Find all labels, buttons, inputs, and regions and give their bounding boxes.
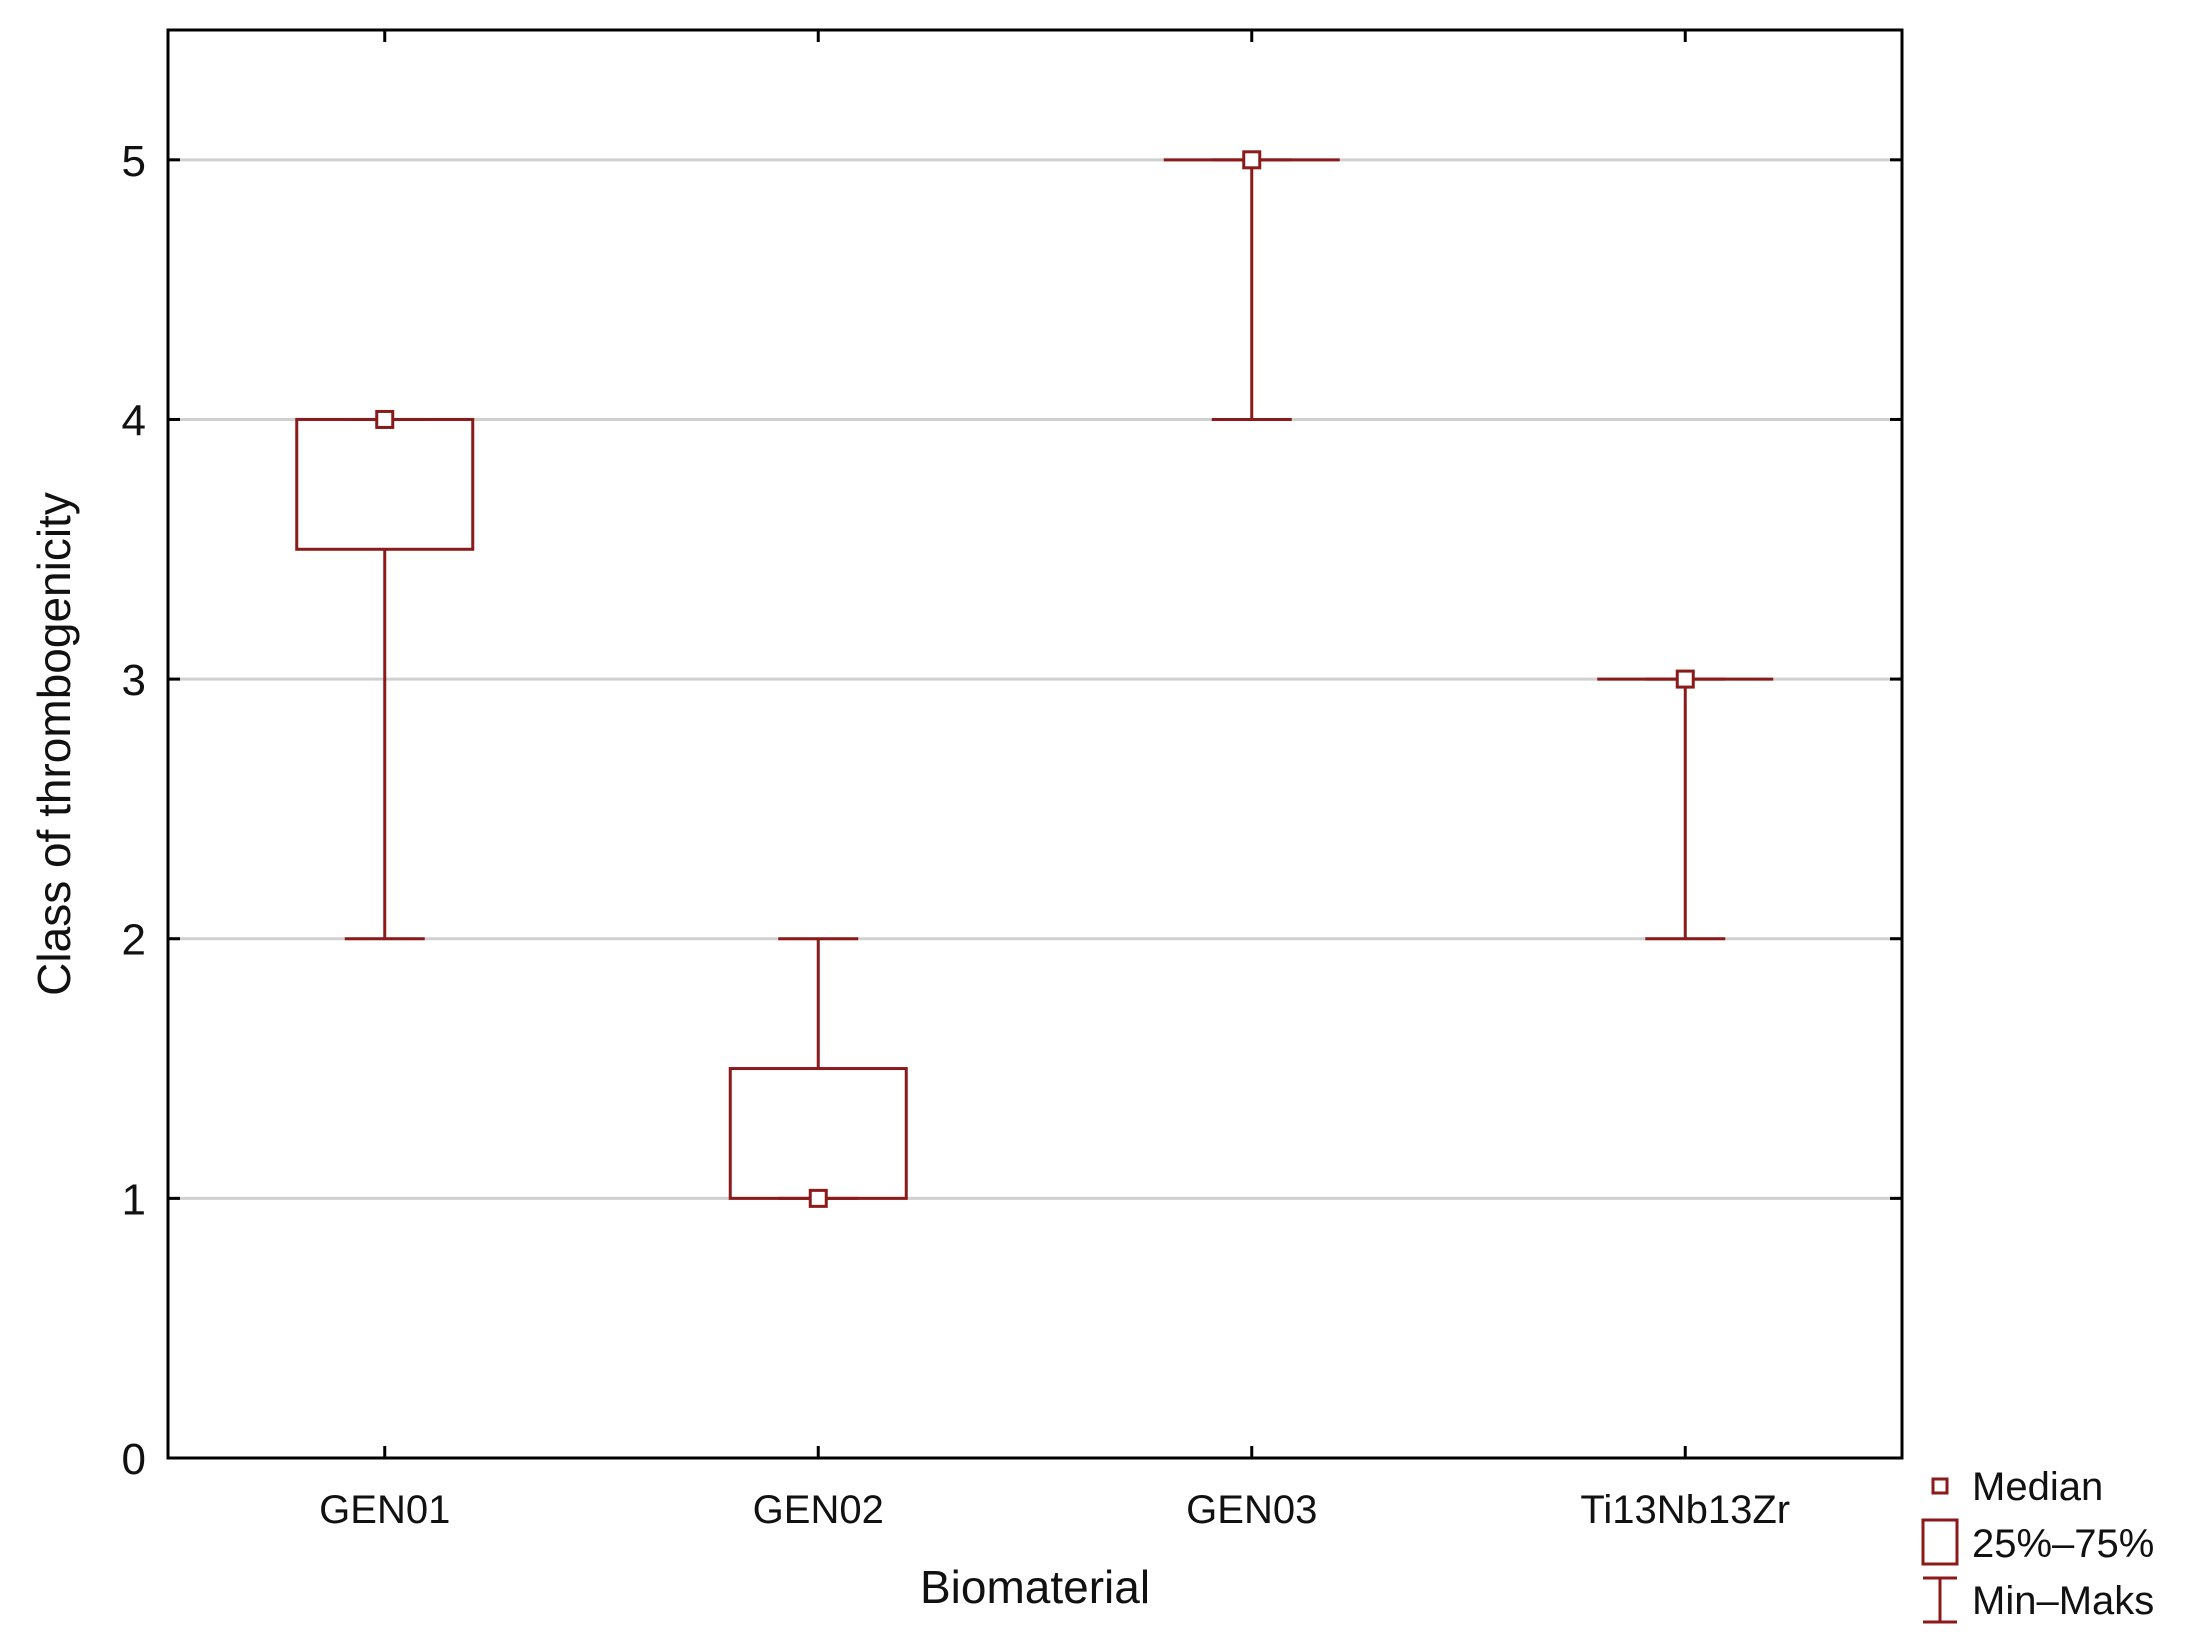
plot-area-frame	[166, 28, 1904, 1460]
x-tick-label: Ti13Nb13Zr	[1580, 1488, 1790, 1532]
iqr-box	[728, 1067, 908, 1200]
y-tick-label: 5	[122, 137, 146, 186]
legend-median-label: Median	[1972, 1465, 2103, 1509]
box-group-Ti13Nb13Zr	[1597, 669, 1774, 941]
x-tick-label: GEN01	[319, 1488, 450, 1532]
y-axis-title: Class of thrombogenicity	[28, 492, 80, 996]
y-tick-label: 0	[122, 1435, 146, 1484]
legend-whisker-marker	[1923, 1576, 1957, 1624]
legend-box-marker	[1921, 1518, 1959, 1566]
box-group-GEN03	[1163, 150, 1340, 421]
legend-median-marker	[1931, 1477, 1949, 1495]
iqr-box	[295, 417, 475, 551]
y-tick-label: 3	[122, 656, 146, 705]
median-marker	[375, 409, 395, 429]
box-group-GEN02	[728, 937, 908, 1208]
median-marker	[1675, 669, 1695, 689]
x-axis-title: Biomaterial	[920, 1561, 1150, 1613]
y-tick-label: 1	[122, 1175, 146, 1224]
median-marker	[1242, 150, 1262, 170]
y-tick-label: 4	[122, 396, 146, 445]
x-tick-label: GEN02	[753, 1488, 884, 1532]
box-series	[295, 150, 1774, 1208]
median-marker	[808, 1188, 828, 1208]
x-tick-label: GEN03	[1186, 1488, 1317, 1532]
y-tick-label: 2	[122, 916, 146, 965]
legend-whisker-label: Min–Maks	[1972, 1579, 2154, 1623]
box-group-GEN01	[295, 409, 475, 941]
legend-box-label: 25%–75%	[1972, 1522, 2154, 1566]
legend: Median 25%–75% Min–Maks	[1921, 1465, 2154, 1624]
axis-ticks: 0 1 2 3 4 5 GEN01 GEN02 GEN03 Ti13Nb13Zr	[122, 30, 1902, 1532]
